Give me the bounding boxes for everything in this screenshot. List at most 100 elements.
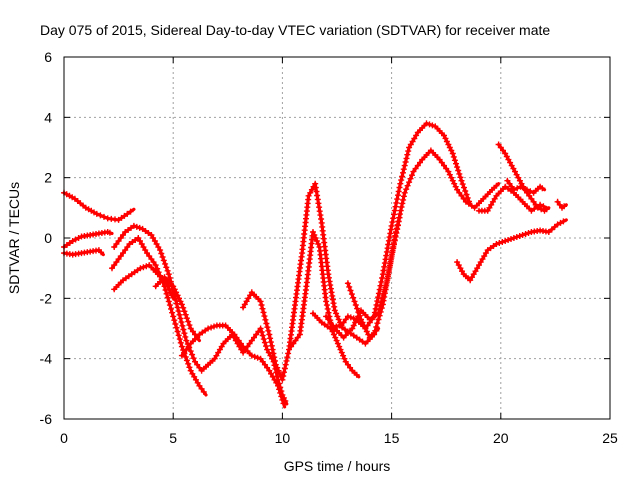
y-axis-label: SDTVAR / TECUs <box>6 182 22 294</box>
data-point <box>178 319 185 326</box>
grid-layer <box>64 57 610 419</box>
data-point <box>183 357 190 364</box>
x-tick-label: 0 <box>60 430 68 446</box>
data-point <box>514 185 521 192</box>
series-track-i <box>240 120 472 383</box>
data-point <box>399 173 406 180</box>
data-point <box>522 231 529 237</box>
data-point <box>173 300 180 307</box>
data-point <box>374 320 381 327</box>
series-track-g <box>152 274 201 343</box>
data-point <box>397 207 404 214</box>
data-point <box>157 247 164 254</box>
data-point <box>282 361 289 368</box>
data-point <box>176 336 183 343</box>
data-point <box>168 292 175 299</box>
data-point <box>169 309 176 316</box>
data-point <box>560 218 567 225</box>
data-point <box>181 330 188 337</box>
data-point <box>251 353 258 360</box>
data-point <box>198 385 205 392</box>
data-point <box>335 316 342 323</box>
data-point <box>344 280 351 287</box>
series-track-q <box>504 177 547 196</box>
x-axis-label: GPS time / hours <box>284 458 391 474</box>
data-point <box>294 334 301 341</box>
data-point <box>281 369 287 376</box>
data-point <box>383 280 390 287</box>
data-point <box>405 148 412 155</box>
data-point <box>365 331 372 338</box>
data-point <box>561 203 568 210</box>
data-point <box>543 206 550 213</box>
data-point <box>400 169 406 176</box>
data-point <box>189 351 196 358</box>
data-point <box>279 396 286 403</box>
data-point <box>258 329 265 335</box>
data-point <box>391 207 398 214</box>
data-point <box>464 194 471 201</box>
data-point <box>259 332 266 339</box>
data-point <box>277 389 284 396</box>
data-point <box>372 305 379 312</box>
data-point <box>409 172 415 179</box>
data-point <box>143 263 150 270</box>
data-point <box>93 210 100 217</box>
data-point <box>266 367 273 374</box>
data-point <box>393 225 400 232</box>
data-point <box>254 354 261 361</box>
data-point <box>373 301 380 308</box>
data-point <box>376 286 383 293</box>
data-point <box>534 204 541 211</box>
data-point <box>454 186 461 193</box>
data-point <box>109 265 115 272</box>
data-point <box>241 301 248 308</box>
data-point <box>520 185 527 192</box>
data-point <box>499 239 506 245</box>
data-point <box>378 299 385 306</box>
data-point <box>392 203 399 210</box>
data-point <box>267 339 274 346</box>
y-tick-label: 4 <box>44 109 52 125</box>
data-point <box>457 174 464 181</box>
data-point <box>396 211 403 218</box>
data-point <box>401 189 408 196</box>
tick-layer: 0 5 10 15 20 25 -6 -4 -2 0 2 4 6 <box>40 49 618 446</box>
data-point <box>182 311 189 318</box>
data-point <box>285 350 292 357</box>
data-point <box>257 325 264 332</box>
data-point <box>269 346 276 353</box>
data-point <box>390 215 397 222</box>
data-point <box>512 168 518 175</box>
data-point <box>127 208 134 215</box>
data-point <box>347 314 354 321</box>
data-point <box>525 230 532 236</box>
data-point <box>458 177 465 184</box>
data-point <box>97 212 104 219</box>
data-point <box>276 386 283 393</box>
data-point <box>186 322 193 329</box>
data-point <box>186 364 193 371</box>
series-track-n <box>454 218 568 284</box>
data-point <box>375 294 382 301</box>
data-point <box>375 290 382 297</box>
data-point <box>354 305 361 312</box>
data-point <box>426 121 433 128</box>
data-point <box>263 320 270 327</box>
data-point <box>170 313 177 320</box>
data-point <box>381 288 388 295</box>
series-layer <box>61 120 568 409</box>
data-point <box>402 159 409 165</box>
data-point <box>175 308 182 315</box>
data-point <box>101 213 107 220</box>
data-point <box>373 327 380 334</box>
data-point <box>445 168 452 175</box>
data-point <box>346 283 353 290</box>
data-point <box>461 184 467 191</box>
data-point <box>187 367 194 374</box>
data-point <box>505 237 512 243</box>
data-point <box>154 265 161 272</box>
data-point <box>163 264 170 271</box>
data-point <box>174 328 181 335</box>
data-point <box>177 339 184 346</box>
